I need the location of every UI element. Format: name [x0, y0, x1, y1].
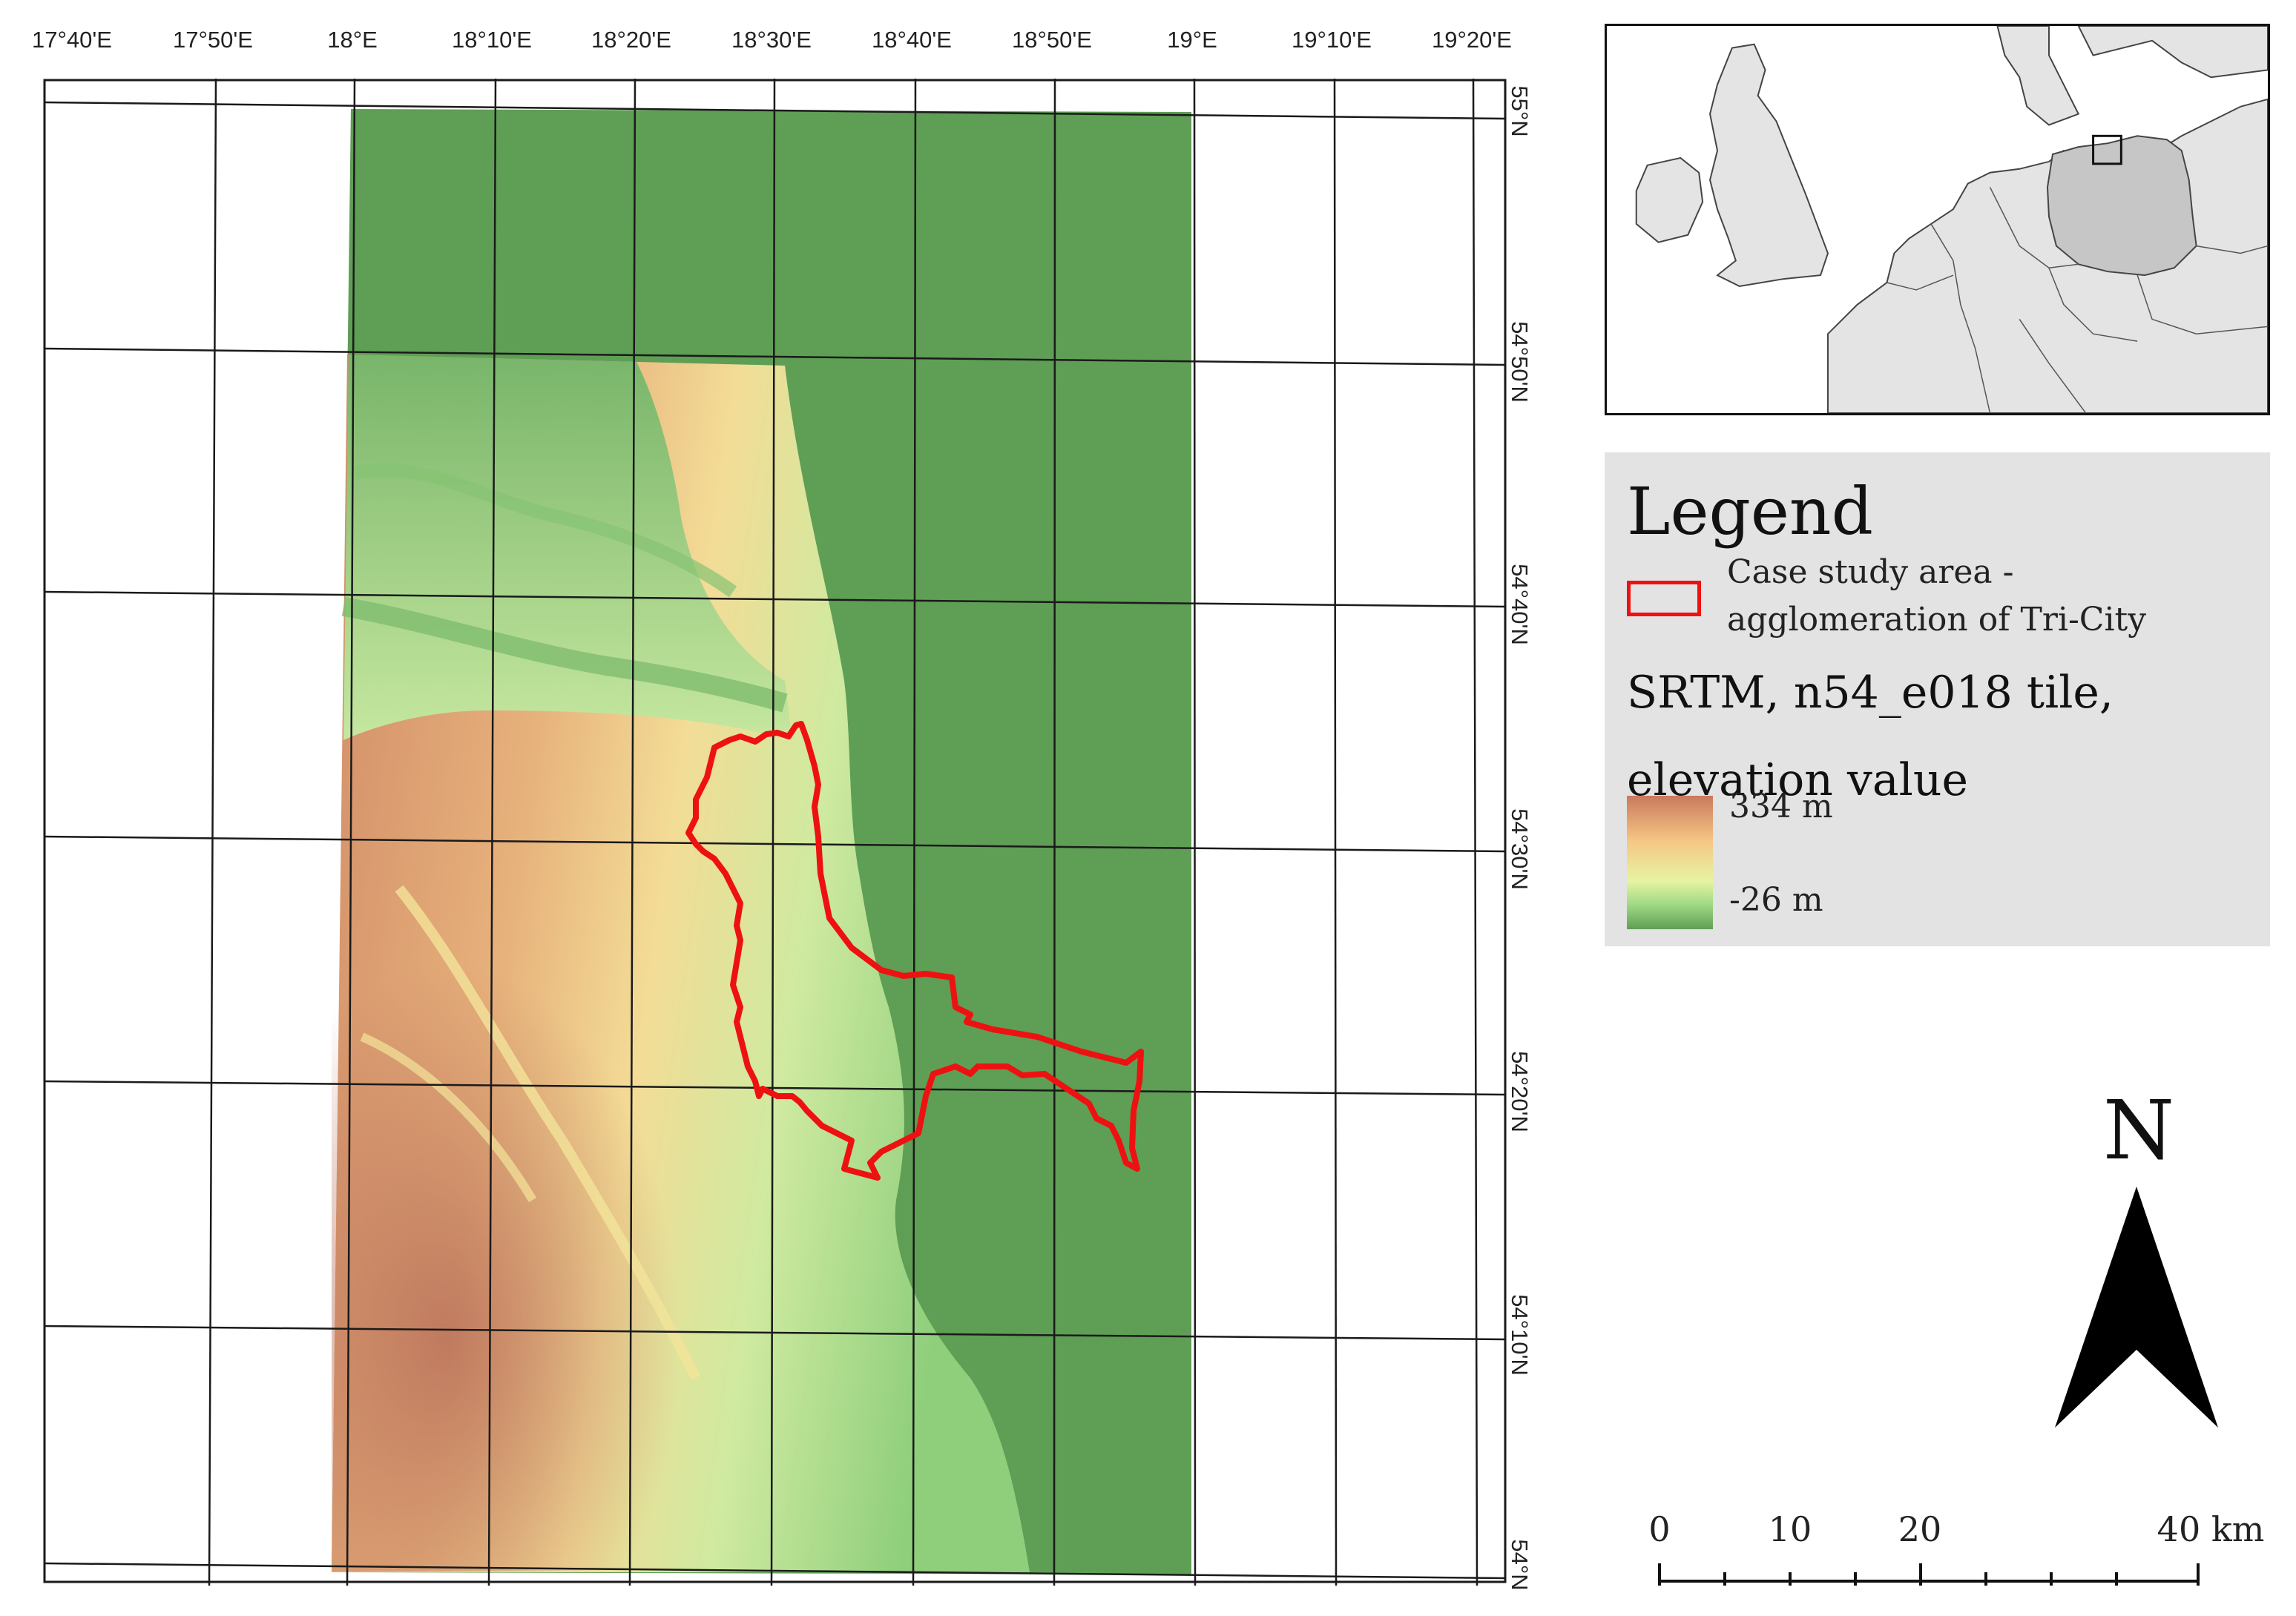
- main-map[interactable]: [43, 73, 1508, 1588]
- highland-shading: [332, 740, 851, 1571]
- river-valley-2: [353, 464, 737, 598]
- legend-panel: Legend Case study area - agglomeration o…: [1605, 452, 2270, 946]
- lon-label-17-40: 17°40'E: [32, 27, 112, 53]
- valley-streak-2: [360, 1032, 537, 1203]
- north-label: N: [2102, 1083, 2175, 1178]
- tri-city-boundary[interactable]: [685, 721, 1144, 1181]
- northern-lowland: [343, 354, 792, 740]
- inset-study-area-box: [2092, 134, 2122, 165]
- inset-great-britain: [1709, 43, 1829, 287]
- lon-label-19-00: 19°E: [1167, 27, 1217, 53]
- lat-label-54-10: 54°10'N: [1507, 1294, 1533, 1376]
- inset-scandinavia: [1996, 26, 2268, 126]
- lat-label-54-20: 54°20'N: [1507, 1051, 1533, 1132]
- lat-label-54-40: 54°40'N: [1507, 564, 1533, 645]
- case-study-swatch: [1627, 581, 1701, 616]
- lon-label-19-20: 19°20'E: [1432, 27, 1512, 53]
- scale-label-40: 40 km: [2157, 1509, 2265, 1549]
- ramp-max-label: 334 m: [1729, 788, 1833, 825]
- inset-locator-map[interactable]: [1605, 24, 2270, 415]
- lat-label-54: 54°N: [1507, 1539, 1533, 1591]
- scale-bar: [1658, 1563, 2200, 1586]
- scale-label-0: 0: [1648, 1509, 1671, 1549]
- lon-label-18-20: 18°20'E: [591, 27, 671, 53]
- lon-label-19-10: 19°10'E: [1292, 27, 1372, 53]
- inset-borders: [1887, 187, 2268, 413]
- lat-label-54-50: 54°50'N: [1507, 321, 1533, 403]
- lat-label-54-30: 54°30'N: [1507, 808, 1533, 890]
- valley-streak: [395, 885, 701, 1381]
- elevation-color-ramp: [1627, 796, 1713, 929]
- ramp-min-label: -26 m: [1729, 881, 1823, 919]
- legend-title: Legend: [1627, 473, 1873, 550]
- river-valley: [341, 597, 788, 713]
- inset-ireland: [1635, 156, 1704, 243]
- lon-label-17-50: 17°50'E: [173, 27, 253, 53]
- lon-label-18-40: 18°40'E: [872, 27, 952, 53]
- scale-label-10: 10: [1768, 1509, 1812, 1549]
- lat-label-55: 55°N: [1507, 85, 1533, 137]
- lon-label-18-30: 18°30'E: [731, 27, 812, 53]
- lon-label-18-10: 18°10'E: [452, 27, 532, 53]
- graticule: [43, 78, 1507, 1586]
- north-arrow-icon: [2055, 1187, 2218, 1428]
- srtm-label: SRTM, n54_e018 tile, elevation value: [1627, 667, 2114, 806]
- lon-label-18-50: 18°50'E: [1012, 27, 1092, 53]
- lon-label-18-00: 18°E: [327, 27, 378, 53]
- case-study-label: Case study area - agglomeration of Tri-C…: [1727, 553, 2147, 639]
- scale-label-20: 20: [1898, 1509, 1942, 1549]
